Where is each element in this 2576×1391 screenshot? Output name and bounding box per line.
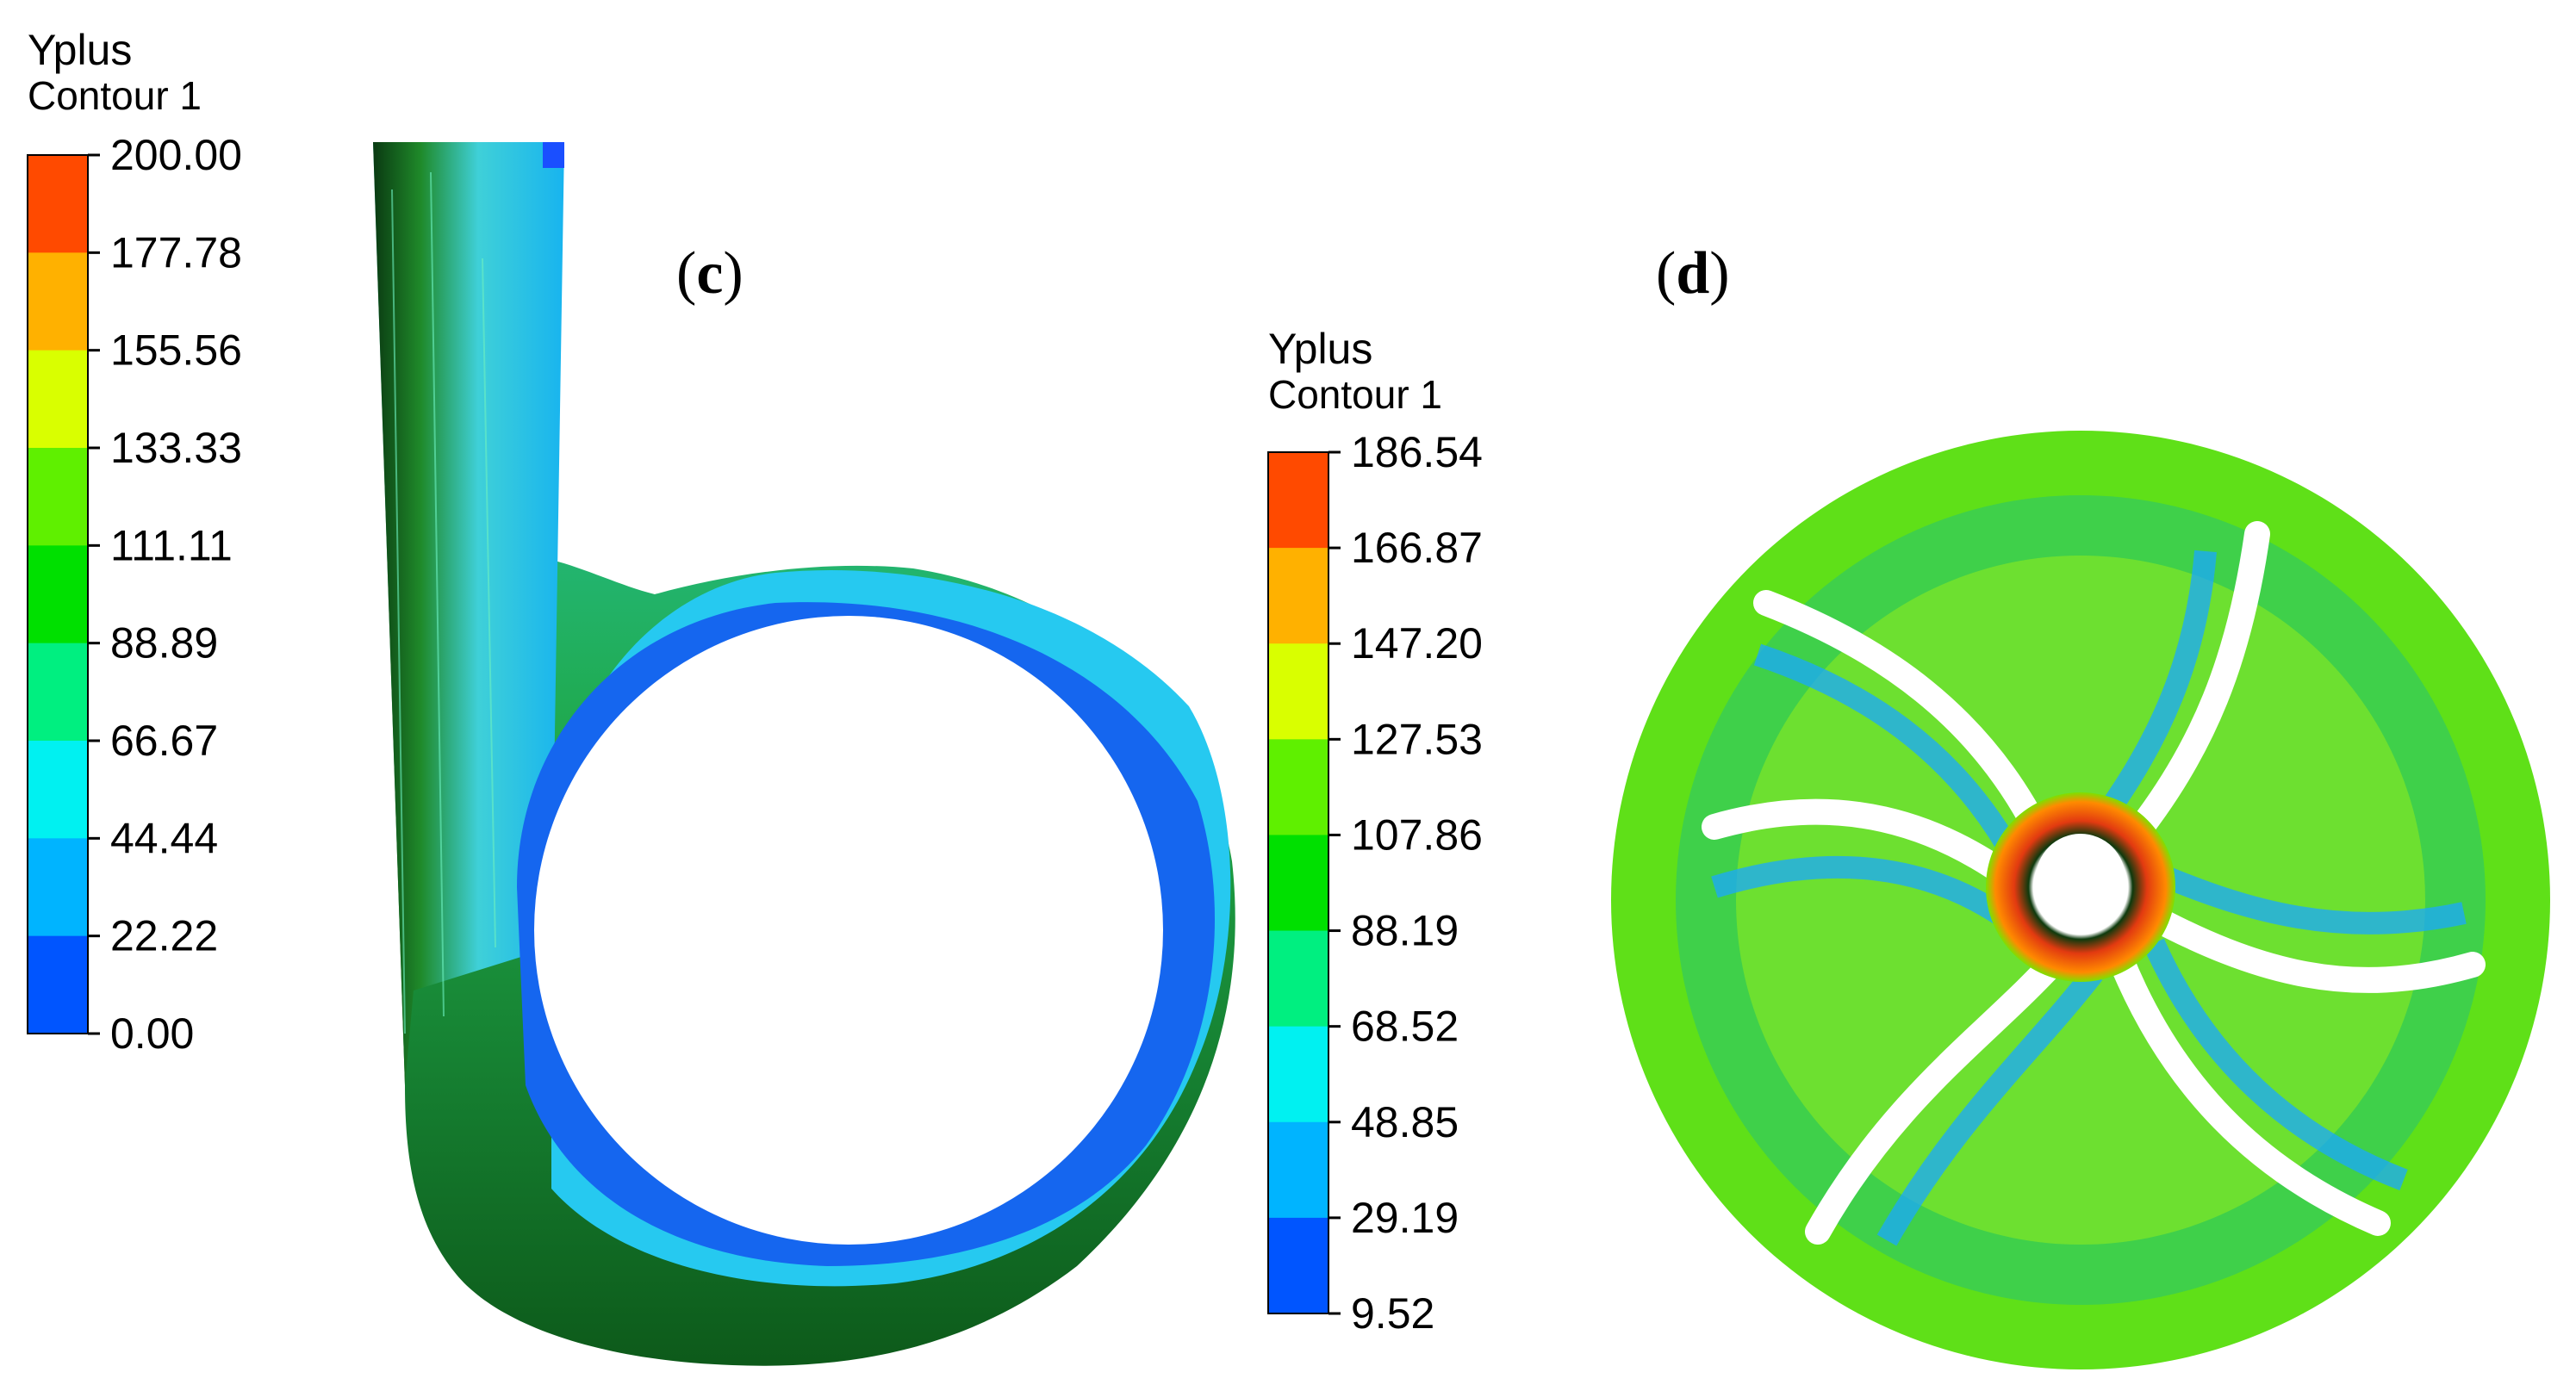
wake-6 [2084,550,2217,838]
blade-6 [2115,521,2270,857]
legend-1-swatch [28,545,88,644]
volute-inner-circle [534,616,1163,1245]
legend-2-swatch [1268,643,1328,740]
legend-2-tick-label: 166.87 [1351,524,1483,572]
legend-1-colorbar [27,154,89,1034]
legend-1-tick-label: 133.33 [110,424,242,472]
legend-2-colorbar [1267,451,1329,1314]
legend-2-tick-label: 107.86 [1351,810,1483,859]
panel-label-c: (c) [676,240,744,307]
legend-2-swatch [1268,835,1328,932]
legend-2-tick-label: 48.85 [1351,1098,1459,1146]
legend-2-swatch [1268,1026,1328,1123]
legend-2-tick-label: 127.53 [1351,715,1483,763]
legend-1-tick-label: 0.00 [110,1009,194,1058]
wake-5 [2144,860,2467,935]
legend-1-subtitle: Contour 1 [28,73,202,118]
blade-3 [1805,943,2072,1245]
legend-1-ticks: 200.00 177.78 155.56 133.33 111.11 88.89 66.67… [88,131,242,1058]
legend-1-swatch [28,643,88,742]
blade-4 [2106,943,2391,1236]
panel-label-d: (d) [1656,240,1730,307]
legend-1-tick-label: 88.89 [110,619,218,668]
legend-2-subtitle: Contour 1 [1268,372,1442,417]
legend-2-swatch [1268,739,1328,835]
legend-1-tick-label: 155.56 [110,326,242,375]
legend-1-tick-label: 22.22 [110,912,218,960]
legend-2-tick-label: 186.54 [1351,428,1483,476]
legend-2-swatch [1268,1121,1328,1219]
legend-2-swatch [1268,548,1328,644]
pipe-tip [543,142,564,168]
legend-2-tick-label: 68.52 [1351,1003,1459,1051]
legend-1-swatch [28,252,88,351]
legend-2-tick-label: 147.20 [1351,619,1483,668]
legend-1-swatch [28,350,88,449]
legend-1-swatch [28,155,88,253]
blade-5 [2132,900,2486,993]
legend-2-swatch [1268,930,1328,1028]
legend-1-swatch [28,448,88,546]
legend-1-tick-label: 177.78 [110,228,242,276]
legend-2-frame [1267,451,1329,1314]
wake-4 [2144,938,2408,1191]
legend-1-title: Yplus [28,26,132,74]
legend-1-frame [27,154,89,1034]
blade-1 [1753,590,2055,853]
legend-2-tick-label: 9.52 [1351,1289,1434,1338]
legend-1: Yplus Contour 1 200.00 177.78 155.56 133.33… [27,26,242,1058]
legend-2-ticks: 186.54 166.87 147.20 127.53 107.86 88.19 68.52… [1328,428,1483,1338]
volute-contour-lines [391,171,496,1034]
legend-2-tick-label: 88.19 [1351,907,1459,955]
legend-2-title: Yplus [1268,325,1372,373]
impeller-contour [1611,431,2550,1369]
legend-1-swatch [28,741,88,839]
legend-1-swatch [28,838,88,937]
legend-2-tick-label: 29.19 [1351,1194,1459,1242]
blade-wakes [1711,550,2467,1246]
legend-1-swatch [28,935,88,1034]
legend-1-tick-label: 66.67 [110,717,218,765]
impeller-hub-hole [2036,834,2125,923]
legend-2-swatch [1268,1217,1328,1314]
legend-2: Yplus Contour 1 186.54 166.87 147.20 127.53… [1267,325,1483,1338]
wake-3 [1876,966,2103,1246]
wake-2 [1711,855,2023,935]
volute-contour [373,142,1235,1366]
legend-1-tick-label: 200.00 [110,131,242,179]
wake-1 [1753,643,2026,867]
legend-2-swatch [1268,452,1328,549]
volute-outlet-pipe [373,142,564,1085]
legend-1-tick-label: 44.44 [110,814,218,862]
legend-1-tick-label: 111.11 [110,521,233,569]
